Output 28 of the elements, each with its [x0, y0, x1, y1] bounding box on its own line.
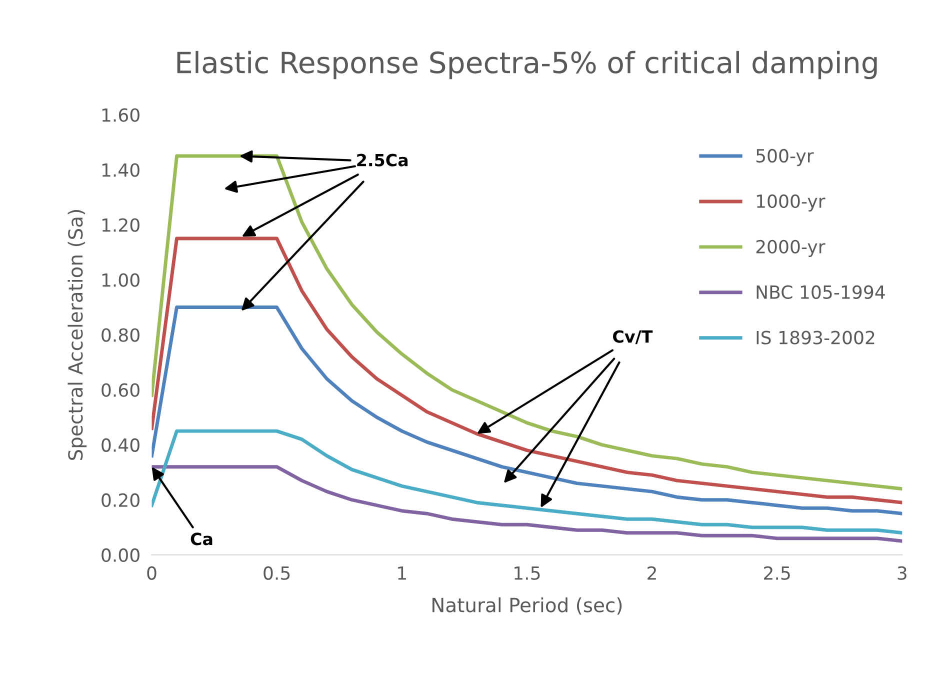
y-tick-label: 1.20 [102, 218, 140, 232]
annotation: Cv/T [613, 330, 653, 344]
y-tick-label: 1.40 [102, 163, 140, 177]
legend-label: IS 1893-2002 [756, 330, 874, 344]
y-tick-label: 0.20 [102, 493, 140, 507]
x-tick-label: 3 [898, 566, 906, 580]
chart-title: Elastic Response Spectra-5% of critical damping [177, 50, 877, 80]
y-axis-title: Spectral Acceleration (Sa) [68, 210, 87, 460]
x-axis-title: Natural Period (sec) [432, 597, 622, 615]
y-tick-label: 0.80 [102, 328, 140, 342]
x-tick-label: 1 [398, 566, 406, 580]
legend-label: 1000-yr [757, 194, 826, 212]
legend-label: NBC 105-1994 [756, 285, 885, 299]
x-tick-label: 0.5 [264, 566, 290, 580]
x-tick-label: 1.5 [514, 566, 540, 580]
y-tick-label: 1.00 [102, 273, 140, 287]
legend-label: 2000-yr [756, 240, 826, 257]
x-tick-label: 0 [147, 566, 156, 580]
legend-label: 500-yr [756, 148, 814, 166]
x-tick-label: 2 [648, 566, 656, 580]
y-tick-label: 0.00 [102, 548, 140, 562]
y-tick-label: 1.60 [102, 108, 140, 122]
line-series [152, 236, 902, 504]
annotation: Ca [190, 532, 212, 546]
annotation: 2.5Ca [357, 154, 408, 166]
x-tick-label: 2.5 [764, 566, 790, 580]
y-tick-label: 0.60 [102, 383, 140, 397]
y-tick-label: 0.40 [102, 438, 140, 452]
